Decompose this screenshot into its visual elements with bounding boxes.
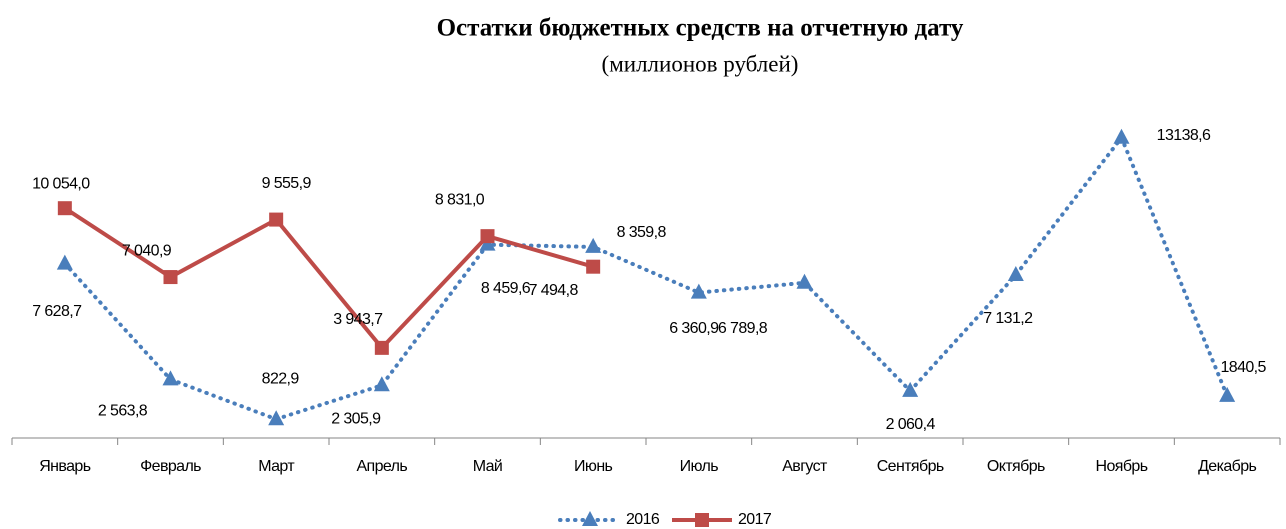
marker — [586, 259, 601, 274]
marker — [1219, 386, 1236, 402]
marker — [57, 201, 72, 216]
marker — [374, 340, 389, 355]
data-label: 8 831,0 — [435, 191, 485, 208]
legend-label: 2016 — [626, 511, 660, 528]
data-label: 8 459,6 — [481, 280, 531, 297]
marker — [902, 381, 919, 397]
x-tick-label: Июнь — [574, 458, 613, 475]
data-label: 9 555,9 — [262, 175, 312, 192]
series-line — [63, 206, 594, 350]
marker — [56, 254, 73, 270]
series-line — [62, 133, 1230, 422]
chart-subtitle: (миллионов рублей) — [602, 51, 799, 76]
x-tick-label: Март — [258, 458, 295, 475]
x-tick-label: Ноябрь — [1096, 458, 1148, 475]
legend-label: 2017 — [738, 511, 772, 528]
marker — [480, 229, 495, 244]
x-tick-label: Апрель — [356, 458, 407, 475]
marker — [585, 237, 602, 253]
marker — [162, 370, 179, 386]
data-label: 7 628,7 — [32, 303, 82, 320]
data-label: 10 054,0 — [32, 175, 90, 192]
x-tick-label: Февраль — [140, 458, 201, 475]
marker — [163, 270, 178, 285]
marker — [268, 410, 285, 426]
x-tick-label: Май — [473, 458, 503, 475]
data-label: 7 494,8 — [529, 282, 579, 299]
marker — [695, 513, 709, 527]
data-label: 2 305,9 — [331, 411, 381, 428]
data-label: 7 131,2 — [983, 310, 1033, 327]
marker — [1007, 266, 1024, 282]
data-label: 2 060,4 — [886, 416, 936, 433]
data-label: 1840,5 — [1220, 359, 1266, 376]
x-tick-label: Август — [782, 458, 828, 475]
chart-title: Остатки бюджетных средств на отчетную да… — [437, 15, 964, 42]
data-label: 8 359,8 — [617, 224, 667, 241]
data-label: 2 563,8 — [98, 403, 148, 420]
data-label: 13138,6 — [1157, 127, 1211, 144]
x-tick-label: Октябрь — [987, 458, 1045, 475]
x-tick-label: Декабрь — [1198, 458, 1256, 475]
x-tick-label: Июль — [680, 458, 719, 475]
data-label: 822,9 — [262, 370, 300, 387]
marker — [582, 511, 598, 526]
x-tick-label: Январь — [39, 458, 91, 475]
data-label: 6 360,9 — [669, 320, 719, 337]
marker — [373, 376, 390, 392]
data-label: 6 789,8 — [718, 320, 768, 337]
marker — [1113, 128, 1130, 144]
x-tick-label: Сентябрь — [877, 458, 944, 475]
data-label: 3 943,7 — [333, 311, 383, 328]
marker — [796, 273, 813, 289]
data-label: 7 040,9 — [122, 242, 172, 259]
marker — [269, 212, 284, 227]
marker — [690, 283, 707, 299]
